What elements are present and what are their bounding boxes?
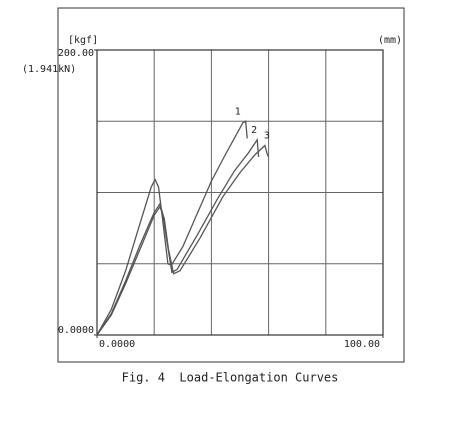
caption: Fig. 4 Load-Elongation Curves [122, 371, 339, 385]
series-label: 1 [235, 106, 241, 117]
y-tick-label: 0.0000 [58, 325, 94, 336]
y-unit: [kgf] [68, 35, 98, 46]
plot-area [96, 49, 384, 336]
series-label: 2 [251, 125, 257, 136]
load-curve [96, 144, 270, 336]
load-curve [96, 137, 260, 336]
x-tick-label: 0.0000 [99, 339, 135, 350]
y-alt-label: (1.941kN) [22, 64, 76, 75]
x-unit: (mm) [378, 35, 402, 46]
series-label: 3 [264, 130, 270, 141]
y-tick-label: 200.00 [58, 48, 94, 59]
load-curve [96, 120, 248, 336]
x-tick-label: 100.00 [344, 339, 380, 350]
outer-frame [57, 7, 405, 363]
